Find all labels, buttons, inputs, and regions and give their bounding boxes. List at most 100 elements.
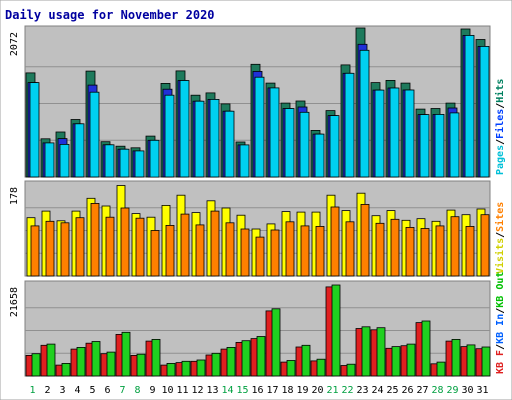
bottom-bar-kb-out-day-30 [466,344,476,377]
day-label-27: 27 [416,385,428,396]
bottom-legend-item-0: KB F [495,350,506,374]
top-bar-pages-day-11 [179,80,190,178]
bottom-bar-kb-out-day-19 [301,344,311,377]
middle-bar-sites-day-14 [225,222,235,277]
bottom-legend-item-2: KB In [495,314,506,344]
bottom-bar-kb-out-day-8 [136,353,146,377]
top-bar-pages-day-2 [44,142,55,178]
top-bar-pages-day-19 [299,111,310,178]
middle-bar-sites-day-20 [315,225,325,277]
top-bar-pages-day-24 [374,89,385,178]
top-bar-pages-day-15 [239,144,250,178]
bottom-bar-kb-out-day-17 [271,308,281,377]
top-legend-item-4: Hits [494,79,506,103]
top-bar-pages-day-16 [254,76,265,178]
middle-bar-sites-day-10 [165,224,175,277]
middle-bar-sites-day-30 [465,225,475,277]
bottom-bar-kb-out-day-20 [316,358,326,377]
day-label-23: 23 [356,385,368,396]
day-label-26: 26 [401,385,413,396]
bottom-max-label: 21658 [9,287,20,317]
bottom-legend-item-4: KB Out [495,272,506,308]
top-bar-pages-day-8 [134,150,145,178]
top-bar-pages-day-4 [74,123,85,178]
bottom-bar-kb-out-day-23 [361,326,371,377]
bottom-bar-kb-out-day-29 [451,338,461,377]
bottom-bar-kb-out-day-7 [121,331,131,377]
top-bar-pages-day-18 [284,108,295,178]
top-legend-item-3: / [495,103,506,109]
middle-bar-sites-day-6 [105,216,115,277]
top-bar-pages-day-7 [119,148,130,178]
bottom-legend-item-1: / [495,344,506,350]
middle-bar-sites-day-27 [420,228,430,277]
day-label-19: 19 [296,385,308,396]
top-bar-pages-day-22 [344,72,355,178]
day-label-5: 5 [89,385,95,396]
bottom-bar-kb-out-day-24 [376,327,386,377]
day-label-4: 4 [74,385,80,396]
chart-title: Daily usage for November 2020 [5,8,215,22]
bottom-bar-kb-out-day-1 [31,353,41,377]
day-label-10: 10 [161,385,173,396]
bottom-bar-kb-out-day-3 [61,362,71,377]
day-label-6: 6 [104,385,110,396]
bottom-bar-kb-out-day-22 [346,363,356,377]
middle-bar-sites-day-22 [345,221,355,277]
top-bar-pages-day-26 [404,89,415,178]
top-bar-pages-day-29 [449,112,460,178]
top-legend-item-2: Files [494,109,506,139]
middle-legend-item-0: Visits [494,238,506,274]
top-legend-item-1: / [495,139,506,145]
top-bar-pages-day-31 [479,46,490,178]
top-bar-pages-day-21 [329,115,340,178]
day-label-29: 29 [446,385,458,396]
middle-bar-sites-day-12 [195,224,205,277]
day-label-30: 30 [461,385,473,396]
day-label-16: 16 [251,385,263,396]
day-label-24: 24 [371,385,383,396]
bottom-legend-item-3: / [495,308,506,314]
day-label-18: 18 [281,385,293,396]
day-label-13: 13 [206,385,218,396]
top-bar-pages-day-5 [89,91,100,178]
top-bar-pages-day-30 [464,35,475,178]
day-label-14: 14 [221,385,233,396]
bottom-bar-kb-out-day-16 [256,336,266,377]
middle-bar-sites-day-7 [120,207,130,277]
middle-bar-sites-day-4 [75,217,85,277]
day-label-3: 3 [59,385,65,396]
middle-bar-sites-day-23 [360,203,370,277]
middle-bar-sites-day-9 [150,230,160,277]
bottom-bar-kb-out-day-2 [46,343,56,377]
bottom-bar-kb-out-day-4 [76,346,86,377]
day-label-2: 2 [44,385,50,396]
top-bar-pages-day-13 [209,99,220,178]
top-bar-pages-day-1 [29,82,40,178]
bottom-legend: KB F/KB In/KB Out [495,272,506,374]
day-label-7: 7 [119,385,125,396]
day-label-20: 20 [311,385,323,396]
bottom-bar-kb-out-day-13 [211,352,221,377]
top-bar-pages-day-12 [194,100,205,178]
day-label-28: 28 [431,385,443,396]
top-bar-pages-day-25 [389,87,400,178]
bottom-bar-kb-out-day-21 [331,284,341,377]
top-bar-pages-day-6 [104,144,115,178]
day-label-11: 11 [176,385,188,396]
bottom-bar-kb-out-day-25 [391,346,401,377]
top-bar-pages-day-20 [314,133,325,178]
top-bar-pages-day-17 [269,87,280,178]
middle-bar-sites-day-13 [210,210,220,277]
top-max-label: 2072 [9,32,20,56]
middle-bar-sites-day-26 [405,226,415,277]
top-bar-pages-day-28 [434,114,445,178]
middle-bar-sites-day-31 [480,214,490,277]
middle-bar-sites-day-16 [255,236,265,277]
middle-bar-sites-day-3 [60,222,70,277]
day-label-1: 1 [29,385,35,396]
day-label-17: 17 [266,385,278,396]
bottom-bar-kb-out-day-18 [286,360,296,377]
bottom-bar-kb-out-day-14 [226,346,236,377]
